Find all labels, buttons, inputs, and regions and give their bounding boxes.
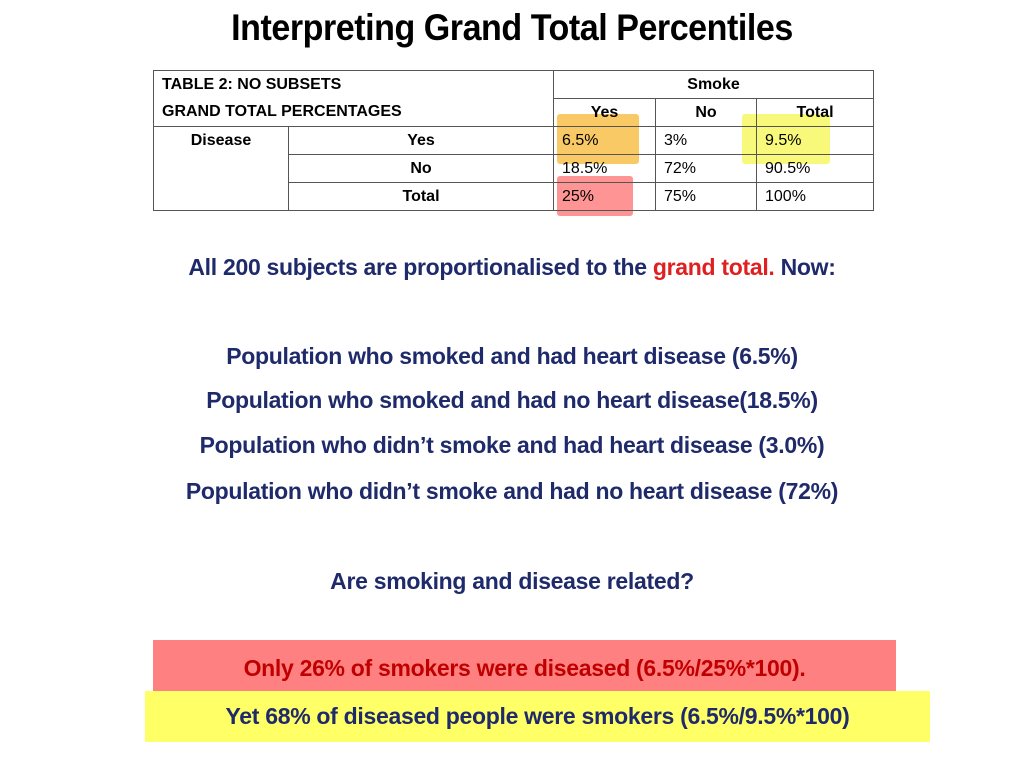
- row-group-header: Disease: [153, 126, 289, 211]
- table-cell: 90.5%: [755, 154, 875, 183]
- question-line: Are smoking and disease related?: [330, 568, 694, 594]
- conclusion-yellow-box: [145, 691, 930, 742]
- column-group-header: Smoke: [552, 70, 875, 99]
- table-cell: 3%: [655, 126, 757, 155]
- slide-title: Interpreting Grand Total Percentiles: [231, 7, 793, 48]
- row-header-yes: Yes: [288, 126, 554, 155]
- conclusion-red-box: [153, 640, 896, 692]
- table-cell: 25%: [553, 182, 656, 211]
- table-title-line1: TABLE 2: NO SUBSETS: [162, 76, 342, 93]
- intro-line: All 200 subjects are proportionalised to…: [0, 252, 1024, 282]
- column-header-no: No: [655, 98, 757, 127]
- table-title-cell: TABLE 2: NO SUBSETS GRAND TOTAL PERCENTA…: [153, 70, 554, 127]
- contingency-table-container: TABLE 2: NO SUBSETS GRAND TOTAL PERCENTA…: [153, 70, 875, 211]
- table-cell: 9.5%: [755, 126, 875, 155]
- column-header-total: Total: [755, 98, 875, 127]
- conclusion-red-text: Only 26% of smokers were diseased (6.5%/…: [243, 655, 806, 681]
- conclusion-yellow-text: Yet 68% of diseased people were smokers …: [225, 703, 850, 729]
- intro-prefix: All 200 subjects are proportionalised to…: [188, 254, 653, 280]
- contingency-table: TABLE 2: NO SUBSETS GRAND TOTAL PERCENTA…: [153, 70, 875, 211]
- intro-suffix: Now:: [774, 254, 836, 280]
- table-cell: 72%: [655, 154, 757, 183]
- table-cell: 75%: [655, 182, 757, 211]
- population-line-4: Population who didn’t smoke and had no h…: [185, 478, 839, 504]
- table-title-line2: GRAND TOTAL PERCENTAGES: [162, 103, 402, 120]
- row-header-total: Total: [288, 182, 554, 211]
- table-cell: 100%: [755, 182, 875, 211]
- column-header-yes: Yes: [553, 98, 656, 127]
- row-header-no: No: [288, 154, 554, 183]
- table-cell: 18.5%: [553, 154, 656, 183]
- table-cell: 6.5%: [553, 126, 656, 155]
- population-line-2: Population who smoked and had no heart d…: [206, 387, 818, 413]
- intro-emphasis: grand total.: [652, 254, 775, 280]
- population-line-1: Population who smoked and had heart dise…: [226, 343, 798, 369]
- population-line-3: Population who didn’t smoke and had hear…: [199, 432, 825, 458]
